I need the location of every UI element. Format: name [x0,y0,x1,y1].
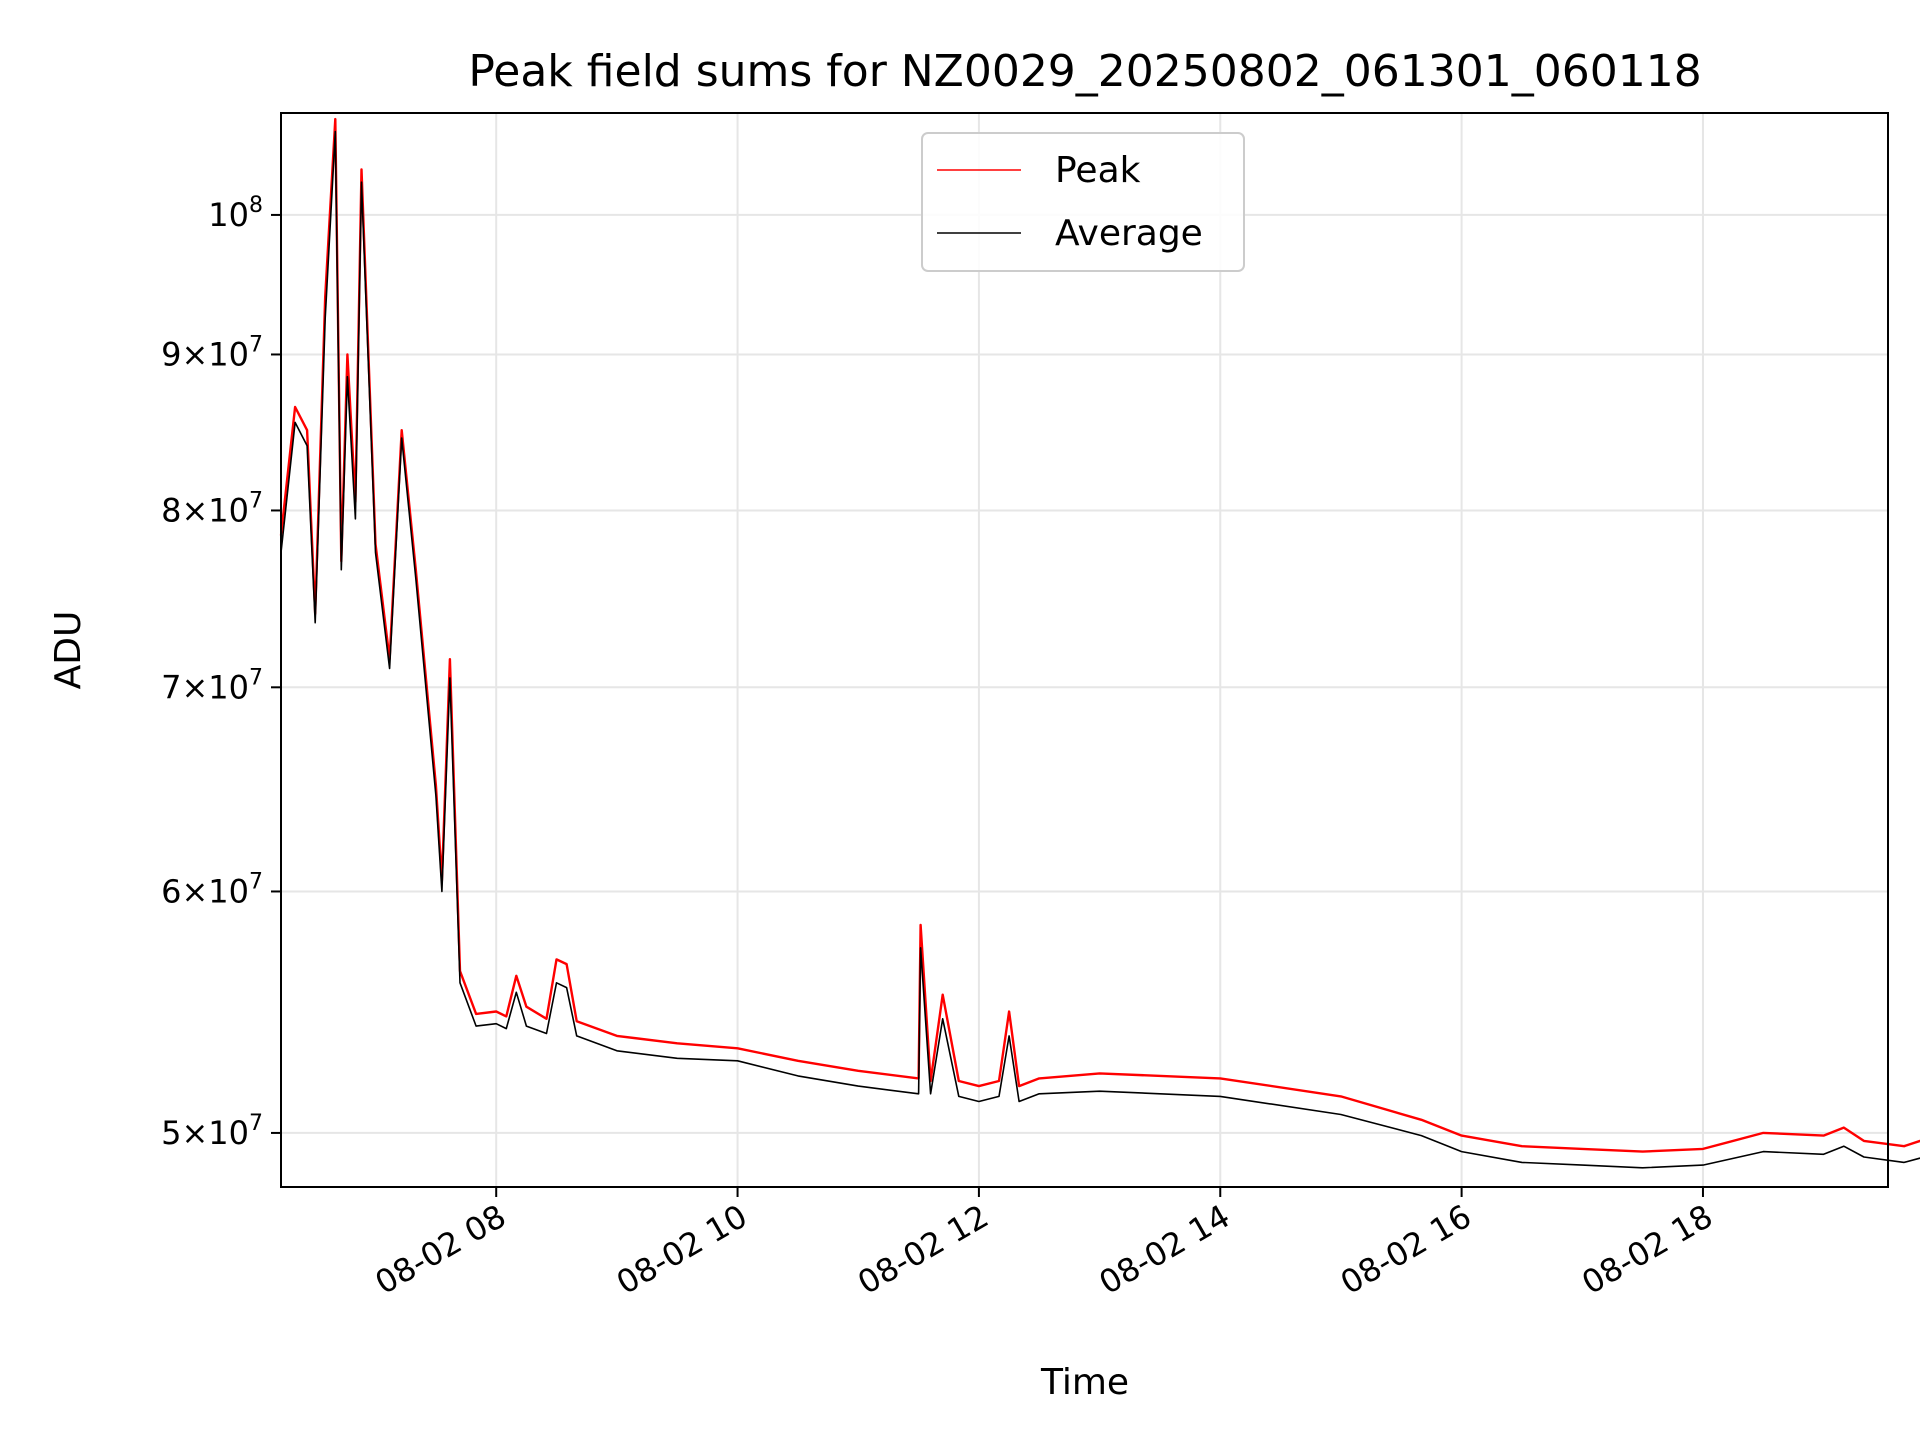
chart-title: Peak field sums for NZ0029_20250802_0613… [468,46,1701,97]
legend-label-average: Average [1055,213,1203,254]
x-tick-label: 08-02 16 [1334,1197,1478,1302]
legend-box [921,132,1245,272]
x-tick-label: 08-02 12 [851,1197,995,1302]
x-axis-label: Time [1040,1362,1129,1403]
y-tick-label: 9×107 [161,332,263,373]
series-line-average [280,130,1920,1169]
legend-label-peak: Peak [1055,150,1141,191]
x-axis: 08-02 08 08-02 10 08-02 12 08-02 14 08-02 16… [369,1187,1719,1302]
y-tick-label: 6×107 [161,869,263,910]
x-tick-label: 08-02 10 [610,1197,754,1302]
y-tick-label: 5×107 [161,1111,263,1152]
y-tick-label: 8×107 [161,488,263,529]
x-tick-label: 08-02 14 [1093,1197,1237,1302]
x-tick-label: 08-02 08 [369,1197,513,1302]
y-axis-label: ADU [48,611,89,690]
series-layer [279,117,1920,1169]
series-line-peak [279,117,1920,1153]
legend: Peak Average [921,132,1245,272]
y-axis: 5×107 6×107 7×107 8×107 9×107 108 [161,193,281,1152]
y-tick-label: 7×107 [161,665,263,706]
grid-lines [281,113,1888,1187]
y-tick-label: 108 [208,193,263,234]
x-tick-label: 08-02 18 [1575,1197,1719,1302]
plot-frame [280,112,1889,1188]
